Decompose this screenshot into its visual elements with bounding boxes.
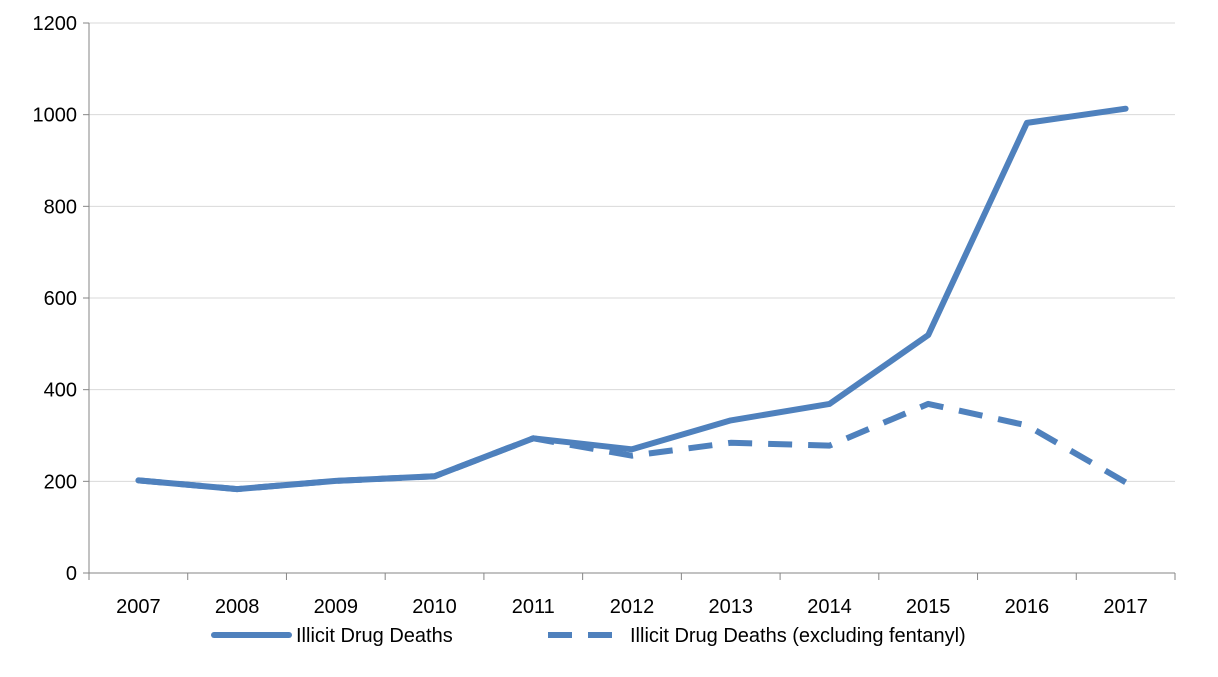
x-tick-label-2012: 2012 xyxy=(610,596,655,618)
y-tick-label-800: 800 xyxy=(44,196,77,218)
legend: Illicit Drug Deaths Illicit Drug Deaths (… xyxy=(211,625,966,647)
y-tick-label-1200: 1200 xyxy=(33,13,78,35)
x-tick-label-2016: 2016 xyxy=(1005,596,1050,618)
x-tick-label-2017: 2017 xyxy=(1103,596,1148,618)
x-tick-label-2008: 2008 xyxy=(215,596,260,618)
y-tick-label-0: 0 xyxy=(66,563,77,585)
axes xyxy=(83,22,1176,580)
legend-label-1: Illicit Drug Deaths xyxy=(296,625,453,647)
x-tick-label-2015: 2015 xyxy=(906,596,951,618)
tick-labels: 0 200 400 600 800 1000 1200 2007 2008 2009 2010 201… xyxy=(33,13,1148,618)
y-tick-label-200: 200 xyxy=(44,471,77,493)
x-tick-label-2014: 2014 xyxy=(807,596,852,618)
x-tick-label-2009: 2009 xyxy=(314,596,359,618)
series-line-illicit-drug-deaths xyxy=(135,105,1129,493)
gridlines xyxy=(89,22,1175,482)
x-tick-label-2013: 2013 xyxy=(708,596,753,618)
x-tick-label-2007: 2007 xyxy=(116,596,161,618)
x-tick-label-2010: 2010 xyxy=(412,596,457,618)
legend-label-2: Illicit Drug Deaths (excluding fentanyl) xyxy=(630,625,966,647)
y-tick-label-600: 600 xyxy=(44,288,77,310)
series-lines xyxy=(135,105,1129,493)
y-tick-label-400: 400 xyxy=(44,380,77,402)
x-tick-label-2011: 2011 xyxy=(512,596,555,618)
y-tick-label-1000: 1000 xyxy=(33,105,78,127)
